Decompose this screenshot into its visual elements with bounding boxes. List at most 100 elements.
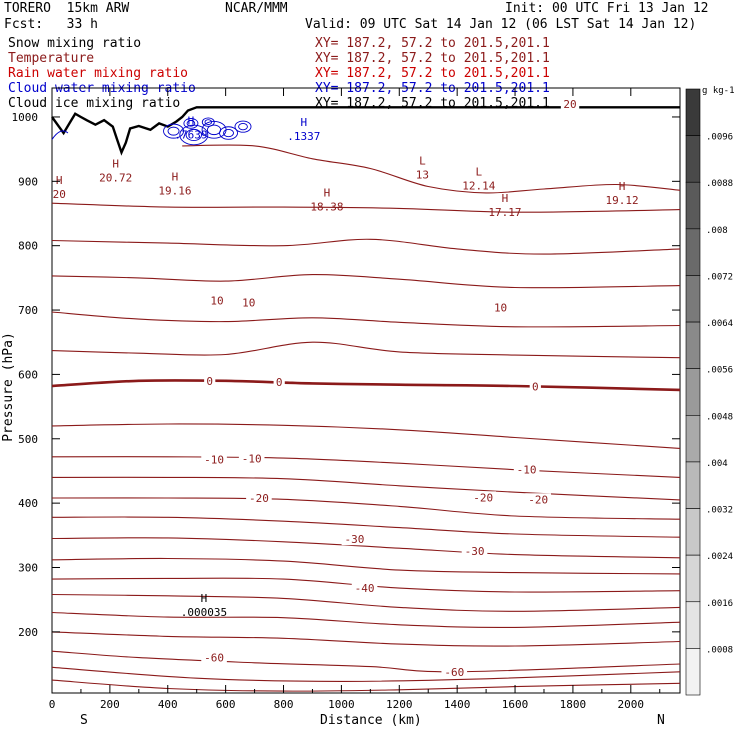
cloud-water-contour bbox=[183, 118, 199, 129]
temperature-contour bbox=[51, 679, 681, 692]
contour-label: 10 bbox=[494, 301, 507, 314]
colorbar-segment bbox=[685, 415, 701, 463]
contour-label: -40 bbox=[355, 582, 375, 595]
colorbar-tick-label: .0008 bbox=[706, 645, 733, 655]
temperature-contour bbox=[51, 666, 681, 682]
temperature-contour bbox=[51, 650, 681, 673]
temperature-contour bbox=[51, 557, 681, 575]
x-tick-label: 200 bbox=[100, 698, 120, 711]
contour-label: -60 bbox=[444, 666, 464, 679]
x-tick-label: 0 bbox=[49, 698, 56, 711]
extremum-value: 19.16 bbox=[158, 185, 191, 198]
center-title: NCAR/MMM bbox=[225, 1, 288, 16]
extremum-marker: H bbox=[502, 192, 509, 205]
y-tick-label: 300 bbox=[18, 561, 38, 574]
extremum-marker: H bbox=[201, 592, 208, 605]
legend-rain-label: Rain water mixing ratio bbox=[8, 66, 189, 81]
y-tick-label: 500 bbox=[18, 433, 38, 446]
contour-label-bg bbox=[560, 98, 580, 111]
x-tick-label: 800 bbox=[274, 698, 294, 711]
y-tick-label: 200 bbox=[18, 626, 38, 639]
direction-right: N bbox=[657, 713, 665, 728]
y-tick-label: 900 bbox=[18, 175, 38, 188]
legend-cloudice-label: Cloud ice mixing ratio bbox=[8, 96, 181, 111]
extremum-marker: H bbox=[56, 174, 63, 187]
colorbar-tick-label: .0056 bbox=[706, 366, 733, 376]
temperature-contour bbox=[51, 476, 681, 501]
x-tick-label: 1000 bbox=[328, 698, 355, 711]
contour-label: 0 bbox=[206, 375, 213, 388]
extremum-marker: H bbox=[188, 115, 195, 128]
colorbar-tick-label: .0016 bbox=[706, 599, 733, 609]
colorbar-units: g kg-1 bbox=[702, 86, 735, 96]
contour-label-bg bbox=[470, 491, 497, 504]
contour-label: 0 bbox=[276, 376, 283, 389]
y-tick-label: 600 bbox=[18, 368, 38, 381]
cloud-water-contour bbox=[201, 117, 215, 127]
temperature-contour bbox=[51, 311, 681, 328]
temperature-contour bbox=[51, 238, 681, 255]
legend-snow-xy: XY= 187.2, 57.2 to 201.5,201.1 bbox=[315, 36, 550, 51]
cloud-water-contour bbox=[223, 129, 234, 138]
colorbar-segment bbox=[685, 275, 701, 323]
colorbar-segment bbox=[685, 508, 701, 556]
extremum-value: 18.38 bbox=[310, 201, 343, 214]
extremum-marker: L bbox=[419, 154, 426, 167]
extremum-value: .7639 bbox=[174, 129, 207, 142]
extremum-value: 17.17 bbox=[488, 206, 521, 219]
contour-label-bg bbox=[207, 294, 227, 307]
colorbar-segment bbox=[685, 228, 701, 276]
forecast-hour: Fcst: 33 h bbox=[4, 17, 98, 32]
colorbar-tick-label: .0096 bbox=[706, 133, 733, 143]
x-tick-label: 1200 bbox=[386, 698, 413, 711]
colorbar-tick-label: .004 bbox=[706, 459, 728, 469]
extremum-value: 20.72 bbox=[99, 172, 132, 185]
temperature-contour bbox=[51, 537, 681, 559]
cloud-water-contour bbox=[234, 120, 252, 133]
contour-label-bg bbox=[273, 376, 285, 389]
contour-label-bg bbox=[201, 651, 227, 664]
colorbar-tick-label: .008 bbox=[706, 226, 728, 236]
colorbar-tick-label: .0032 bbox=[706, 506, 733, 516]
x-tick-label: 1400 bbox=[444, 698, 471, 711]
extremum-marker: L bbox=[476, 165, 483, 178]
cloud-water-contour bbox=[167, 126, 180, 136]
legend-temperature-label: Temperature bbox=[8, 51, 95, 66]
temperature-contour bbox=[51, 202, 681, 213]
y-tick-label: 800 bbox=[18, 240, 38, 253]
contour-label: -30 bbox=[465, 545, 485, 558]
contour-label: -60 bbox=[204, 652, 224, 665]
valid-time: Valid: 09 UTC Sat 14 Jan 12 (06 LST Sat … bbox=[305, 17, 697, 32]
temperature-contour bbox=[51, 456, 681, 478]
temperature-contour bbox=[182, 144, 681, 194]
legend-rain-xy: XY= 187.2, 57.2 to 201.5,201.1 bbox=[315, 66, 550, 81]
cloud-water-contour bbox=[238, 122, 248, 131]
y-tick-label: 1000 bbox=[12, 111, 39, 124]
contour-label-bg bbox=[341, 533, 368, 546]
init-time: Init: 00 UTC Fri 13 Jan 12 bbox=[505, 1, 709, 16]
colorbar-segment bbox=[685, 368, 701, 416]
extremum-marker: H bbox=[112, 158, 119, 171]
colorbar-segment bbox=[685, 321, 701, 369]
direction-left: S bbox=[80, 713, 88, 728]
contour-label-bg bbox=[513, 463, 540, 476]
temperature-contour bbox=[51, 516, 681, 538]
y-tick-label: 700 bbox=[18, 304, 38, 317]
extremum-value: .1337 bbox=[287, 130, 320, 143]
contour-label-bg bbox=[351, 582, 378, 595]
contour-label-bg bbox=[204, 374, 216, 387]
temperature-contour bbox=[51, 379, 681, 392]
temperature-contour bbox=[51, 497, 681, 520]
plot-frame bbox=[51, 87, 681, 694]
temperature-contour bbox=[51, 611, 681, 629]
x-tick-label: 1600 bbox=[502, 698, 529, 711]
legend-snow-label: Snow mixing ratio bbox=[8, 36, 142, 51]
contour-label-bg bbox=[246, 491, 272, 504]
extremum-marker: H bbox=[172, 171, 179, 184]
contour-label: -20 bbox=[473, 491, 493, 504]
colorbar-tick-label: .0088 bbox=[706, 179, 733, 189]
cloud-water-contour bbox=[186, 120, 196, 127]
colorbar-segment bbox=[685, 181, 701, 230]
colorbar-segment bbox=[685, 554, 701, 603]
contour-label-bg bbox=[461, 544, 488, 557]
